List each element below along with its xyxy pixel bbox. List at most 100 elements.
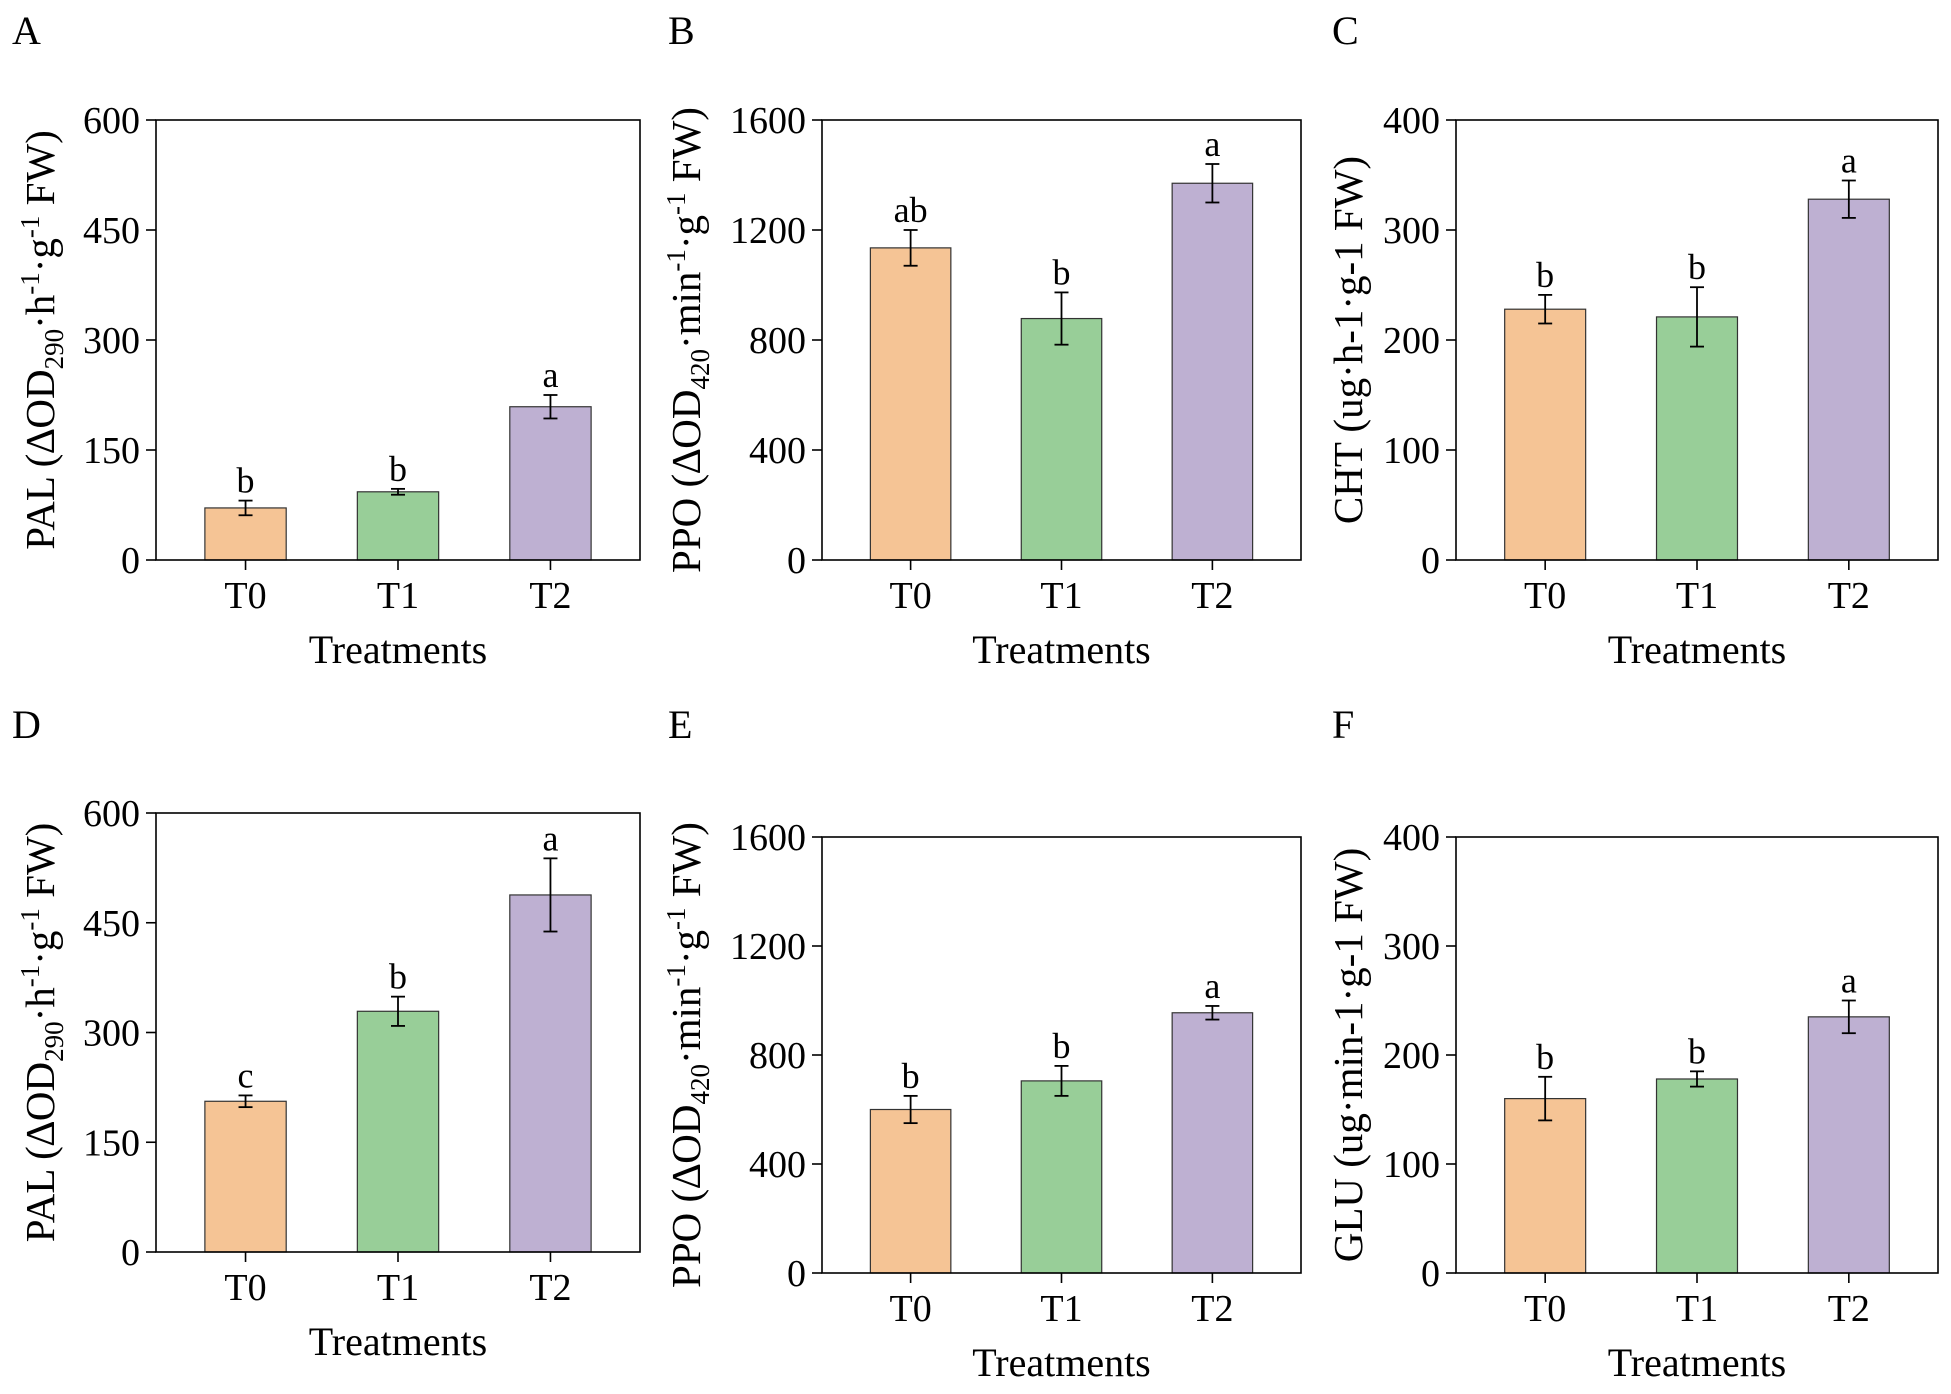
y-axis-title: PPO (∆OD420·min-1·g-1 FW) (661, 107, 715, 573)
panel-D: Dc T0 b T1 a T2 0 150 300 450 600 Treatments PAL (∆O… (12, 702, 641, 1364)
error-bar-T1 (1690, 286, 1704, 348)
y-tick-label: 0 (787, 1253, 806, 1295)
y-tick-label: 0 (1421, 1253, 1440, 1295)
x-tick-label-T1: T1 (1040, 1288, 1082, 1330)
plot-frame (821, 119, 1302, 561)
y-tick-label: 200 (1383, 1035, 1440, 1077)
x-tick-label-T2: T2 (1191, 575, 1233, 617)
y-tick-label: 100 (1383, 430, 1440, 472)
bar-T0 (204, 1100, 287, 1253)
y-tick-label: 400 (1383, 817, 1440, 859)
significance-letter-T2: a (1841, 141, 1857, 181)
panel-letter: D (12, 702, 41, 747)
significance-letter-T0: b (902, 1056, 920, 1096)
error-bar-T1 (1054, 1065, 1069, 1097)
bar-T2 (509, 406, 592, 561)
bar-T1 (1020, 1080, 1103, 1274)
y-axis-title: CHT (ug·h-1·g-1 FW) (1325, 156, 1371, 524)
x-axis-title: Treatments (309, 1319, 488, 1364)
significance-letter-T1: b (1053, 252, 1071, 292)
error-bar-T0 (238, 1094, 253, 1109)
bar-T1 (1655, 316, 1739, 561)
panel-C: Cb T0 b T1 a T2 0 100 200 300 400 Treatments CHT (ug… (1325, 8, 1939, 672)
error-bar-T2 (543, 394, 558, 420)
panel-letter: A (12, 8, 41, 53)
bar-T0 (1504, 1097, 1587, 1274)
plot-frame (1455, 836, 1939, 1274)
bar-T2 (1807, 1016, 1890, 1274)
x-tick-label-T1: T1 (1676, 575, 1718, 617)
bar-T1 (1655, 1078, 1739, 1274)
x-tick-label-T1: T1 (377, 1267, 419, 1309)
y-tick-label: 600 (83, 793, 140, 835)
y-tick-label: 100 (1383, 1144, 1440, 1186)
x-axis-title: Treatments (972, 627, 1151, 672)
y-axis-title: PPO (∆OD420·min-1·g-1 FW) (661, 822, 715, 1288)
y-tick-label: 1200 (730, 210, 806, 252)
error-bar-T2 (543, 857, 558, 933)
x-axis-title: Treatments (1608, 1340, 1787, 1385)
significance-letter-T0: c (238, 1055, 254, 1095)
x-tick-label-T0: T0 (1524, 1288, 1566, 1330)
y-axis-title: PAL (∆OD290·h-1·g-1 FW) (15, 130, 69, 550)
bar-T2 (1171, 1012, 1254, 1274)
y-axis-title: GLU (ug·min-1·g-1 FW) (1325, 848, 1371, 1262)
significance-letter-T2: a (1204, 966, 1220, 1006)
x-tick-label-T2: T2 (1828, 1288, 1870, 1330)
bar-T2 (1807, 198, 1890, 561)
significance-letter-T2: a (542, 355, 558, 395)
significance-letter-T1: b (1688, 1031, 1706, 1071)
bar-T0 (204, 507, 287, 561)
bar-T1 (356, 1010, 440, 1253)
error-bar-T0 (903, 1094, 918, 1125)
y-tick-label: 0 (1421, 540, 1440, 582)
significance-letter-T1: b (389, 449, 407, 489)
x-tick-label-T0: T0 (224, 575, 266, 617)
y-tick-label: 0 (787, 540, 806, 582)
error-bar-T0 (1538, 293, 1553, 325)
significance-letter-T1: b (1688, 247, 1706, 287)
bar-T1 (356, 491, 440, 561)
error-bar-T2 (1841, 179, 1856, 219)
y-tick-label: 1600 (730, 817, 806, 859)
plot-frame (1455, 119, 1939, 561)
y-tick-label: 300 (1383, 210, 1440, 252)
error-bar-T2 (1841, 999, 1856, 1035)
y-axis-title: PAL (∆OD290·h-1·g-1 FW) (15, 823, 69, 1243)
bar-T1 (1020, 317, 1103, 561)
x-axis-title: Treatments (1608, 627, 1787, 672)
bar-T2 (1171, 182, 1254, 561)
error-bar-T0 (903, 229, 918, 267)
x-tick-label-T1: T1 (1676, 1288, 1718, 1330)
error-bar-T2 (1205, 1005, 1220, 1021)
panel-A: Ab T0 b T1 a T2 0 150 300 450 600 Treatments PAL (∆O… (12, 8, 641, 672)
error-bar-T0 (238, 499, 253, 517)
y-tick-label: 1200 (730, 926, 806, 968)
error-bar-T1 (391, 487, 405, 496)
x-tick-label-T2: T2 (529, 1267, 571, 1309)
error-bar-T1 (391, 995, 405, 1027)
significance-letter-T0: b (1536, 1037, 1554, 1077)
y-tick-label: 800 (749, 320, 806, 362)
error-bar-T1 (1054, 291, 1069, 346)
x-tick-label-T2: T2 (529, 575, 571, 617)
y-tick-label: 400 (1383, 100, 1440, 142)
y-tick-label: 150 (83, 1122, 140, 1164)
y-tick-label: 300 (1383, 926, 1440, 968)
bar-T0 (869, 247, 952, 561)
y-tick-label: 300 (83, 1013, 140, 1055)
plot-frame (155, 119, 641, 561)
x-tick-label-T1: T1 (1040, 575, 1082, 617)
x-tick-label-T2: T2 (1828, 575, 1870, 617)
significance-letter-T0: b (237, 461, 255, 501)
plot-frame (155, 812, 641, 1253)
significance-letter-T2: a (1841, 961, 1857, 1001)
x-axis-title: Treatments (309, 627, 488, 672)
y-tick-label: 300 (83, 320, 140, 362)
y-tick-label: 1600 (730, 100, 806, 142)
panel-letter: E (668, 702, 692, 747)
significance-letter-T1: b (1053, 1026, 1071, 1066)
bar-T2 (509, 894, 592, 1253)
error-bar-T1 (1690, 1070, 1704, 1088)
